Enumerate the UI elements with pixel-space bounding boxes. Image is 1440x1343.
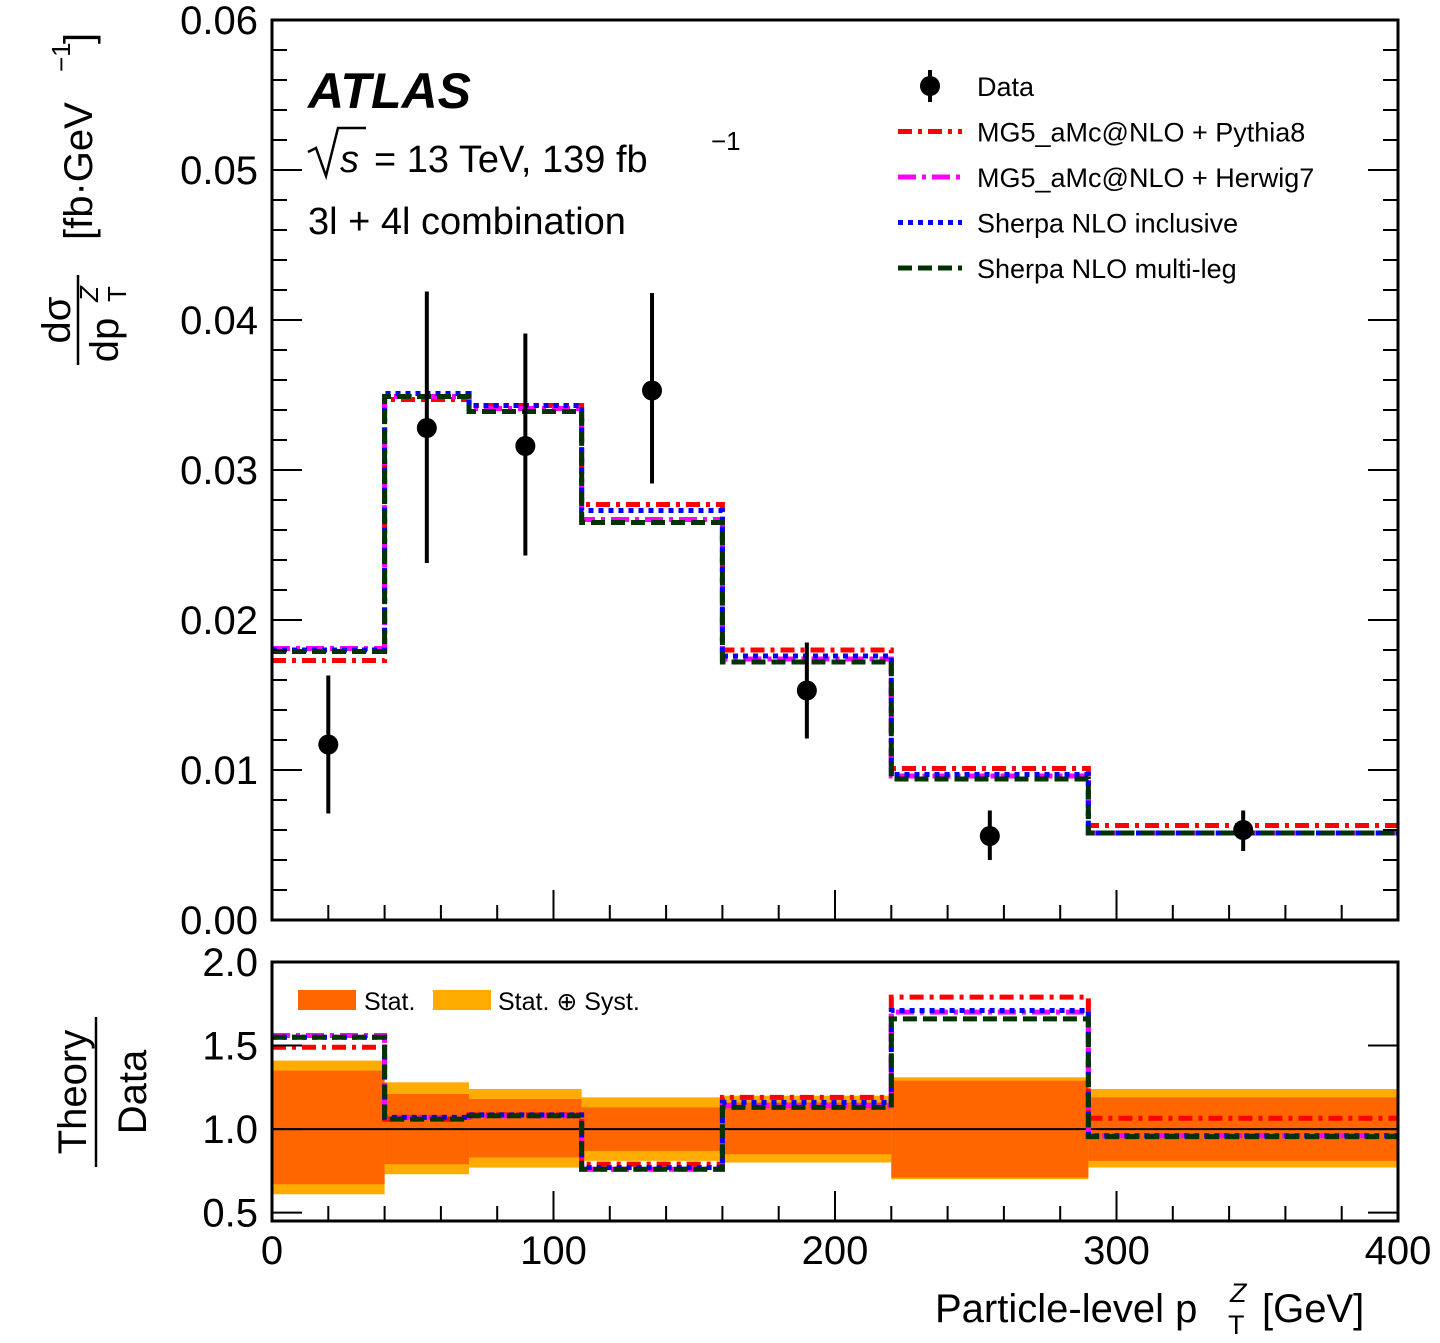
data-point	[1233, 810, 1254, 851]
y-tick-label: 0.05	[180, 149, 258, 193]
data-marker	[979, 826, 1000, 846]
ylabel-unit: [fb·GeV	[57, 102, 101, 240]
band-legend-swatch	[433, 990, 491, 1010]
data-marker	[318, 734, 339, 755]
sqrt-symbol	[307, 126, 366, 181]
main-series-sherpa-nlo-inclusive	[272, 391, 1398, 836]
x-tick-label: 0	[261, 1229, 283, 1273]
legend-label: MG5_aMc@NLO + Herwig7	[977, 163, 1314, 193]
energy-lumi-label: s = 13 TeV, 139 fb −1	[307, 126, 741, 181]
main-data-points	[318, 291, 1254, 860]
ylabel-den-sub: T	[102, 286, 132, 302]
main-series-sherpa-nlo-multi-leg	[272, 394, 1398, 836]
xlabel-sub: T	[1228, 1310, 1245, 1340]
atlas-label: ATLAS	[306, 63, 471, 119]
band-legend-entry-stat-syst: Stat. ⊕ Syst.	[433, 988, 640, 1016]
ylabel-unit-exponent: −1	[46, 42, 76, 72]
ratio-axes: 0.5 1.0 1.5 2.0 0 100 200 300 400	[202, 941, 1431, 1273]
ratio-ylabel-numerator: Theory	[51, 1030, 95, 1155]
x-tick-label: 100	[520, 1229, 587, 1273]
ratio-panel: 0.5 1.0 1.5 2.0 0 100 200 300 400	[202, 941, 1431, 1273]
main-panel: 0.00 0.01 0.02 0.03 0.04 0.05 0.06	[180, 0, 1400, 943]
band-stat	[272, 1070, 385, 1185]
data-point	[515, 333, 536, 556]
y-tick-label: 0.03	[180, 449, 258, 493]
ratio-series-sherpa-nlo-multi-leg	[272, 1016, 1398, 1172]
legend-label: Sherpa NLO multi-leg	[977, 254, 1237, 284]
data-point	[642, 293, 663, 484]
x-tick-label: 300	[1083, 1229, 1150, 1273]
data-marker	[1233, 820, 1254, 840]
main-series-mg5-amc-nlo-pythia8	[272, 397, 1398, 828]
ylabel-numerator: dσ	[35, 296, 79, 343]
legend-entry-sherpa-nlo-inclusive: Sherpa NLO inclusive	[898, 209, 1238, 239]
main-series-mg5-amc-nlo-herwig7	[272, 394, 1398, 836]
band-legend-swatch	[298, 990, 356, 1010]
data-point	[796, 642, 817, 739]
ratio-ylabel-denominator: Data	[111, 1049, 155, 1134]
data-point	[979, 810, 1000, 860]
band-legend-entry-stat: Stat.	[298, 988, 415, 1016]
x-tick-label: 200	[802, 1229, 869, 1273]
ratio-y-tick-label: 2.0	[202, 941, 258, 985]
legend-entry-mg5-amc-nlo-pythia8: MG5_aMc@NLO + Pythia8	[898, 118, 1305, 148]
legend: Data MG5_aMc@NLO + Pythia8 MG5_aMc@NLO + H…	[898, 70, 1314, 284]
ylabel-unit-close: ]	[57, 33, 101, 44]
y-tick-label: 0.04	[180, 299, 258, 343]
legend-entry-mg5-amc-nlo-herwig7: MG5_aMc@NLO + Herwig7	[898, 163, 1314, 193]
band-legend-label: Stat.	[364, 988, 415, 1016]
legend-label: Sherpa NLO inclusive	[977, 209, 1238, 239]
main-frame	[270, 18, 1400, 922]
x-axis-title: Particle-level p Z T [GeV]	[935, 1278, 1364, 1340]
data-point	[318, 675, 339, 814]
y-tick-label: 0.02	[180, 599, 258, 643]
data-point	[416, 291, 437, 563]
data-marker	[416, 418, 437, 438]
legend-label-data: Data	[977, 72, 1035, 102]
y-tick-label: 0.01	[180, 749, 258, 793]
main-y-axis-title: dσ dp Z T [fb·GeV −1 ]	[35, 33, 132, 365]
ylabel-denominator: dp	[83, 318, 127, 363]
ratio-y-axis-title: Theory Data	[51, 1017, 155, 1167]
legend-entry-data: Data	[920, 70, 1035, 102]
ylabel-den-sup: Z	[74, 285, 104, 303]
xlabel-sup: Z	[1229, 1278, 1248, 1308]
lumi-exponent: −1	[711, 126, 741, 156]
ratio-theory-series	[272, 994, 1398, 1172]
sqrt-s-text: s	[340, 139, 359, 181]
ratio-y-tick-label: 0.5	[202, 1192, 258, 1236]
ratio-uncertainty-bands	[272, 1060, 1398, 1195]
legend-entry-sherpa-nlo-multi-leg: Sherpa NLO multi-leg	[898, 254, 1237, 284]
data-marker	[515, 436, 536, 456]
ratio-y-tick-label: 1.0	[202, 1108, 258, 1152]
legend-data-marker	[920, 76, 940, 96]
x-tick-label: 400	[1365, 1229, 1432, 1273]
energy-text: = 13 TeV, 139 fb	[374, 139, 648, 181]
main-theory-series	[272, 391, 1398, 836]
channel-label: 3l + 4l combination	[308, 201, 626, 243]
xlabel-text: Particle-level p	[935, 1287, 1197, 1331]
ratio-y-tick-label: 1.5	[202, 1025, 258, 1069]
band-legend-label: Stat. ⊕ Syst.	[498, 988, 640, 1016]
band-legend: Stat. Stat. ⊕ Syst.	[298, 988, 640, 1016]
y-tick-label: 0.06	[180, 0, 258, 43]
y-tick-label: 0.00	[180, 899, 258, 943]
data-marker	[796, 680, 817, 701]
xlabel-unit: [GeV]	[1262, 1287, 1364, 1331]
ratio-frame	[270, 960, 1400, 1223]
legend-label: MG5_aMc@NLO + Pythia8	[977, 118, 1305, 148]
data-marker	[642, 380, 663, 401]
